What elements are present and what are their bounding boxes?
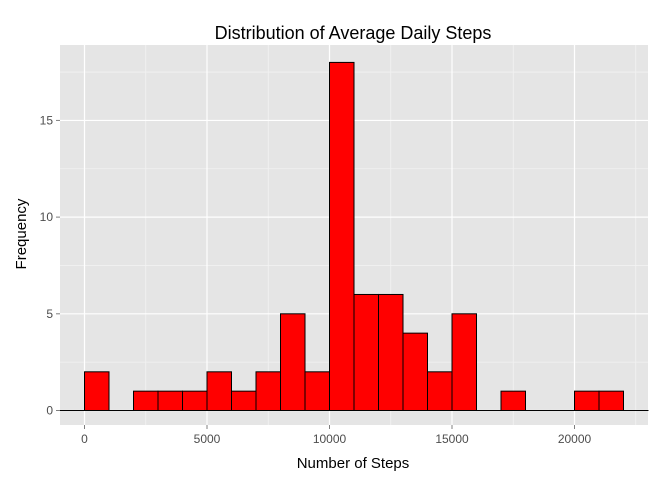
histogram-bar bbox=[280, 313, 306, 411]
x-tick-label: 10000 bbox=[313, 432, 347, 446]
histogram-bar bbox=[304, 371, 330, 411]
y-tick-label: 10 bbox=[40, 210, 54, 224]
histogram-bar bbox=[133, 390, 159, 411]
histogram-bar bbox=[84, 371, 110, 411]
y-tick-label: 15 bbox=[40, 113, 54, 127]
x-tick-label: 0 bbox=[81, 432, 88, 446]
x-tick-label: 15000 bbox=[435, 432, 469, 446]
histogram-bar bbox=[182, 390, 208, 411]
histogram-bar bbox=[378, 293, 404, 411]
chart-title: Distribution of Average Daily Steps bbox=[215, 23, 492, 43]
histogram-bar bbox=[402, 332, 428, 411]
y-tick-label: 0 bbox=[46, 403, 53, 417]
x-axis-title: Number of Steps bbox=[297, 455, 410, 472]
histogram-bar bbox=[255, 371, 281, 411]
y-tick-label: 5 bbox=[46, 307, 53, 321]
histogram-bar bbox=[574, 390, 600, 411]
histogram-bar bbox=[231, 390, 257, 411]
y-axis-title: Frequency bbox=[13, 198, 30, 269]
histogram-bar bbox=[500, 390, 526, 411]
x-tick-label: 5000 bbox=[194, 432, 221, 446]
y-axis-ticks: 0 5 10 15 bbox=[40, 113, 60, 417]
histogram-bar bbox=[598, 390, 624, 411]
histogram-bar bbox=[353, 293, 379, 411]
histogram-bar bbox=[206, 371, 232, 411]
histogram-bars bbox=[59, 61, 649, 412]
histogram-bar bbox=[329, 61, 355, 411]
x-tick-label: 20000 bbox=[558, 432, 592, 446]
x-axis-ticks: 0 5000 10000 15000 20000 bbox=[81, 425, 592, 446]
histogram-bar bbox=[157, 390, 183, 411]
histogram-bar bbox=[427, 371, 453, 411]
histogram-bar bbox=[451, 313, 477, 411]
